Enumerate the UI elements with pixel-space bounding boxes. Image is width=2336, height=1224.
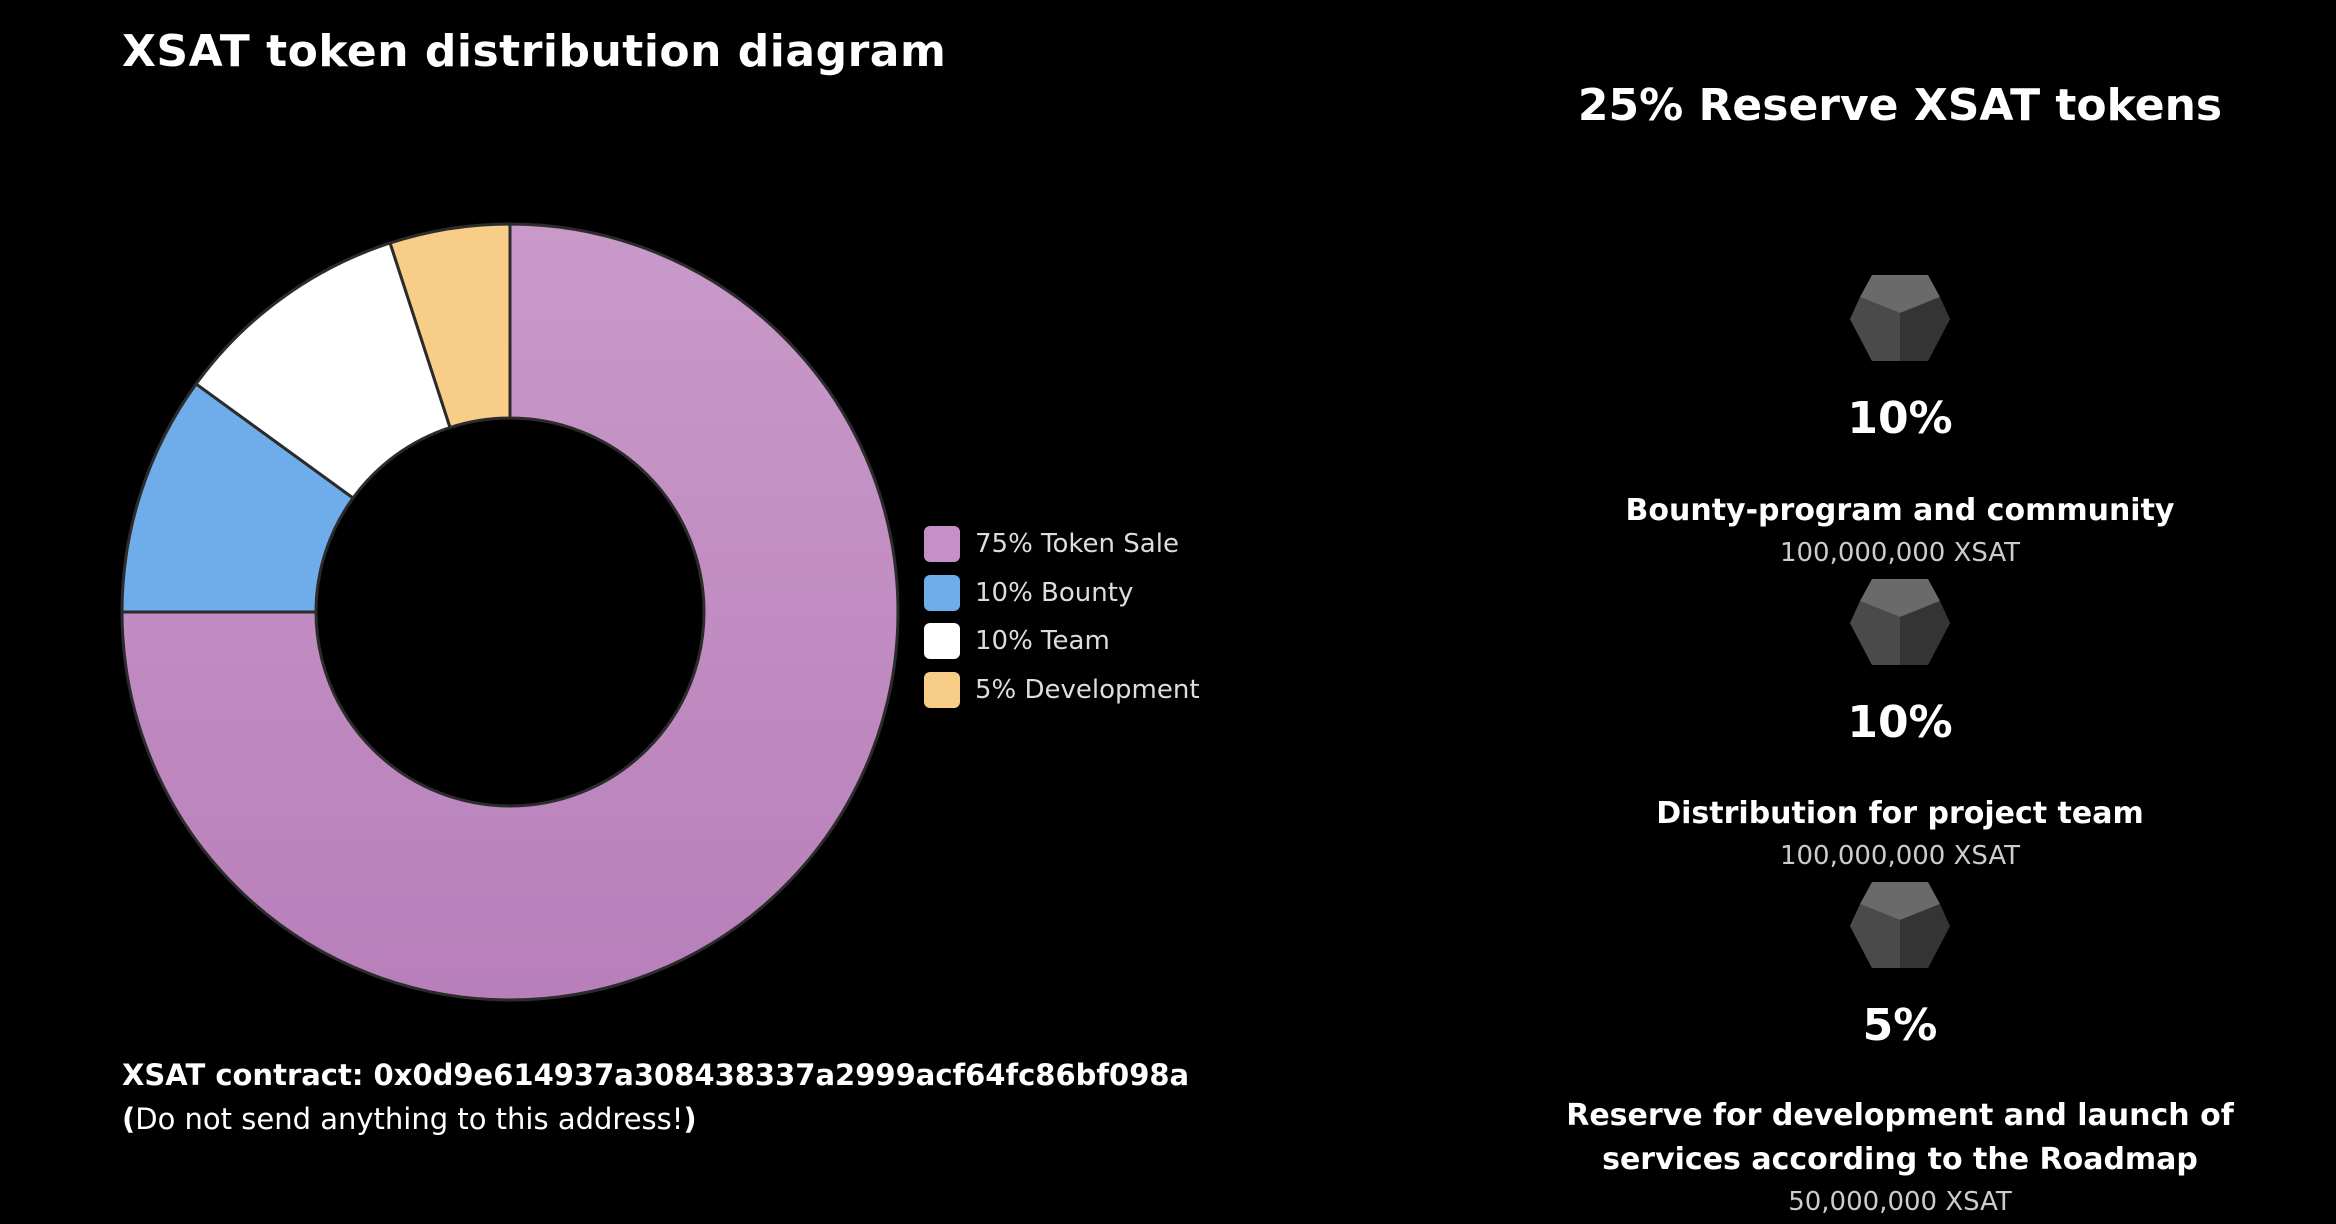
- page-title: XSAT token distribution diagram: [122, 26, 947, 77]
- reserve-description: Reserve for development and launch of se…: [1566, 1098, 2234, 1177]
- contract-address: XSAT contract: 0x0d9e614937a308438337a29…: [122, 1058, 1190, 1092]
- reserve-amount: 50,000,000 XSAT: [1788, 1187, 2012, 1217]
- legend-item: 5% Development: [924, 666, 1200, 715]
- legend-label: 10% Bounty: [975, 577, 1134, 608]
- dodecahedron-icon: [1850, 882, 1950, 968]
- legend-label: 5% Development: [975, 674, 1200, 705]
- reserve-percent: 10%: [1847, 697, 1953, 748]
- chart-slices: [120, 222, 900, 1002]
- legend-swatch: [924, 671, 960, 708]
- reserve-panel: 25% Reserve XSAT tokens 10% Bounty-progr…: [1500, 0, 2300, 1224]
- distribution-panel: XSAT token distribution diagram 75% Toke…: [120, 26, 1200, 1136]
- legend-item: 10% Bounty: [924, 569, 1200, 618]
- legend-label: 75% Token Sale: [975, 529, 1179, 560]
- legend-item: 75% Token Sale: [924, 520, 1200, 569]
- reserve-amount: 100,000,000 XSAT: [1779, 538, 2021, 568]
- distribution-donut-chart: [120, 222, 900, 1002]
- legend-swatch: [924, 574, 960, 611]
- dodecahedron-icon: [1850, 275, 1950, 361]
- reserve-description: Distribution for project team: [1656, 796, 2144, 831]
- reserve-amount: 100,000,000 XSAT: [1779, 841, 2021, 871]
- reserve-percent: 5%: [1862, 1000, 1938, 1051]
- pie-slice-75-token-sale: [120, 222, 900, 1002]
- contract-warning: Do not send anything to this address!: [135, 1102, 684, 1136]
- legend-swatch: [924, 623, 960, 660]
- reserve-percent: 10%: [1847, 393, 1953, 444]
- pie-slice-5-development: [388, 222, 512, 430]
- legend-item: 10% Team: [924, 617, 1200, 666]
- legend-label: 10% Team: [975, 626, 1110, 657]
- contract-info: XSAT contract: 0x0d9e614937a308438337a29…: [122, 1058, 1190, 1136]
- reserve-title: 25% Reserve XSAT tokens: [1577, 80, 2223, 131]
- legend-swatch: [924, 526, 960, 563]
- dodecahedron-icon: [1850, 579, 1950, 665]
- reserve-description: Bounty-program and community: [1625, 493, 2175, 528]
- chart-legend: 75% Token Sale 10% Bounty 10% Team 5% De…: [924, 520, 1200, 714]
